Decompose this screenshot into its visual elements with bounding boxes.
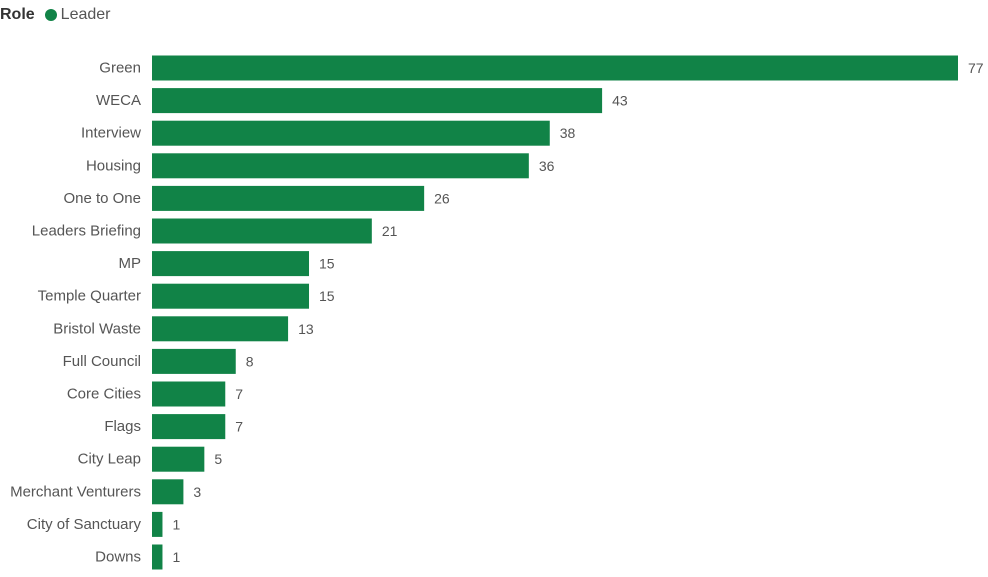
category-label: City of Sanctuary [27,516,142,533]
bar[interactable] [152,120,550,146]
bar[interactable] [152,381,226,407]
data-label: 36 [539,158,555,174]
data-label: 13 [298,321,314,337]
category-label: Housing [86,157,141,174]
data-label: 1 [172,516,180,532]
bar[interactable] [152,88,603,114]
bar[interactable] [152,316,289,342]
data-label: 26 [434,190,450,206]
data-label: 8 [246,353,254,369]
bar[interactable] [152,414,226,440]
category-label: Green [99,60,141,77]
category-label: Downs [95,549,141,566]
legend: Role Leader [0,4,111,26]
data-label: 7 [235,419,243,435]
bar[interactable] [152,348,236,374]
bar[interactable] [152,446,205,472]
bar[interactable] [152,218,372,244]
data-label: 5 [214,451,222,467]
category-label: Interview [81,125,141,142]
data-label: 3 [193,484,201,500]
bar[interactable] [152,251,310,277]
category-label: MP [119,255,142,272]
data-label: 21 [382,223,398,239]
category-label: Flags [104,418,141,435]
bar[interactable] [152,55,958,81]
category-label: Core Cities [67,386,141,403]
bar[interactable] [152,511,163,537]
bar[interactable] [152,185,425,211]
data-label: 77 [968,60,984,76]
category-label: City Leap [78,451,141,468]
category-label: Merchant Venturers [10,483,141,500]
data-label: 7 [235,386,243,402]
legend-title: Role [0,6,35,23]
bar[interactable] [152,479,184,505]
category-label: Full Council [63,353,141,370]
category-label: WECA [96,92,141,109]
data-label: 15 [319,256,335,272]
bar[interactable] [152,544,163,570]
data-label: 15 [319,288,335,304]
bar[interactable] [152,153,529,179]
category-label: Leaders Briefing [32,223,141,240]
bar[interactable] [152,283,310,309]
legend-marker-icon [44,9,57,21]
data-label: 1 [172,549,180,565]
category-label: Bristol Waste [53,320,141,337]
category-label: One to One [63,190,141,207]
legend-item-label: Leader [60,6,111,23]
category-label: Temple Quarter [38,288,141,305]
data-label: 38 [560,125,576,141]
data-label: 43 [612,93,628,109]
